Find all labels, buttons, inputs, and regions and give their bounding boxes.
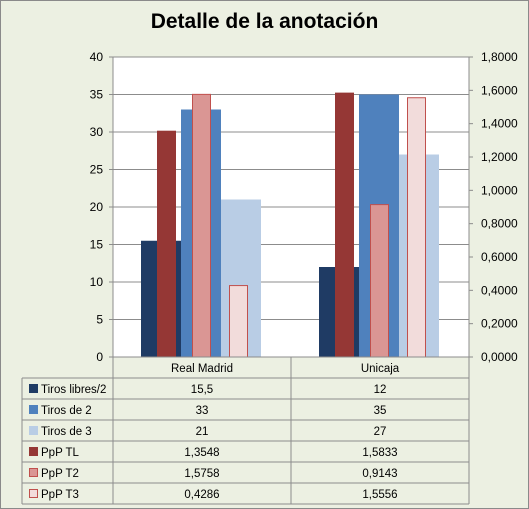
y-right-tick-label: 0,0000	[481, 350, 518, 364]
y-right-tick-label: 1,8000	[481, 50, 518, 64]
legend-label: Tiros de 2	[41, 405, 92, 417]
bar	[157, 130, 176, 358]
data-label: 1,5556	[362, 489, 397, 501]
legend-key	[29, 405, 38, 414]
data-label: 1,5758	[184, 468, 219, 480]
legend-key	[29, 489, 38, 498]
data-label: 1,5833	[362, 447, 397, 459]
legend-label: PpP T2	[41, 468, 79, 480]
y-left-tick-label: 35	[90, 88, 104, 102]
bar	[192, 93, 211, 358]
legend-key	[29, 447, 38, 456]
legend-key	[29, 384, 38, 393]
y-right-tick-label: 1,2000	[481, 150, 518, 164]
legend-label: PpP TL	[41, 447, 80, 459]
category-label: Unicaja	[361, 363, 400, 375]
legend-label: Tiros libres/2	[41, 384, 106, 396]
y-left-tick-label: 0	[96, 350, 103, 364]
bar	[407, 97, 426, 358]
data-label: 33	[196, 405, 209, 417]
data-label: 21	[196, 426, 209, 438]
y-right-tick-label: 1,4000	[481, 117, 518, 131]
y-left-tick-label: 15	[90, 238, 104, 252]
y-right-tick-label: 0,8000	[481, 217, 518, 231]
y-right-tick-label: 0,6000	[481, 250, 518, 264]
bar	[229, 285, 248, 358]
y-right-tick-label: 1,0000	[481, 183, 518, 197]
bar	[335, 92, 354, 358]
y-left-tick-label: 5	[96, 313, 103, 327]
legend-label: Tiros de 3	[41, 426, 92, 438]
y-right-tick-label: 0,2000	[481, 317, 518, 331]
data-label: 12	[374, 384, 387, 396]
y-left-tick-label: 30	[90, 125, 104, 139]
y-left-tick-label: 25	[90, 163, 104, 177]
data-label: 27	[374, 426, 387, 438]
data-label: 35	[374, 405, 387, 417]
y-left-tick-label: 20	[90, 200, 104, 214]
legend-key	[29, 468, 38, 477]
data-label: 0,4286	[184, 489, 219, 501]
data-label: 0,9143	[362, 468, 397, 480]
data-label: 15,5	[191, 384, 213, 396]
bar	[370, 204, 389, 358]
y-left-tick-label: 40	[90, 50, 104, 64]
legend-label: PpP T3	[41, 489, 79, 501]
y-left-tick-label: 10	[90, 275, 104, 289]
y-right-tick-label: 0,4000	[481, 283, 518, 297]
y-right-tick-label: 1,6000	[481, 83, 518, 97]
chart-title: Detalle de la anotación	[150, 10, 379, 33]
legend-key	[29, 426, 38, 435]
data-label: 1,3548	[184, 447, 219, 459]
category-label: Real Madrid	[171, 363, 233, 375]
